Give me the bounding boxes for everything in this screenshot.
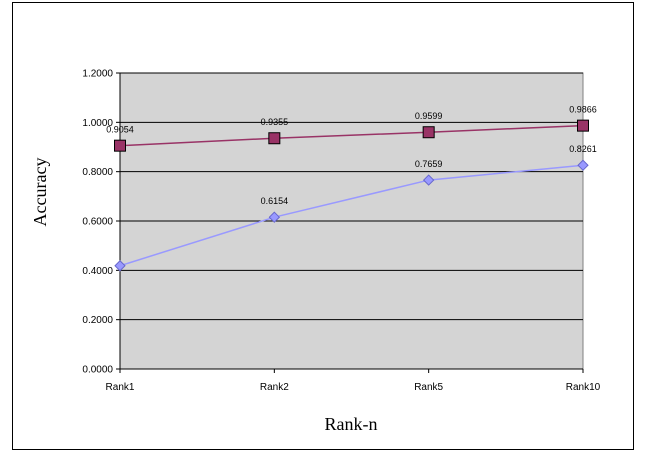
data-label: 0.9866 — [569, 105, 597, 115]
y-tick-label: 0.4000 — [82, 266, 113, 277]
x-tick-label: Rank1 — [106, 382, 135, 393]
series-line-0 — [119, 124, 584, 147]
y-tick-label: 0.0000 — [82, 365, 113, 376]
data-label: 0.9599 — [415, 111, 443, 121]
data-point-square — [114, 139, 126, 152]
data-point-square — [422, 126, 435, 139]
series-line-1 — [119, 164, 584, 267]
y-tick-label: 0.6000 — [82, 217, 113, 228]
y-tick-label: 1.0000 — [82, 118, 113, 129]
data-label: 0.7659 — [415, 159, 443, 169]
y-axis-title: Accuracy — [30, 158, 50, 227]
x-axis-title: Rank-n — [325, 414, 378, 434]
data-label: 0.6154 — [261, 196, 289, 206]
x-tick-label: Rank10 — [566, 382, 601, 393]
y-tick-label: 0.8000 — [82, 167, 113, 178]
data-point-diamond — [268, 211, 281, 223]
y-tick-label: 0.2000 — [82, 315, 113, 326]
data-point-square — [268, 132, 281, 145]
x-tick-label: Rank5 — [414, 382, 443, 393]
data-label: 0.8261 — [569, 144, 597, 154]
data-point-square — [577, 119, 589, 132]
data-point-diamond — [577, 159, 589, 171]
x-tick-label: Rank2 — [260, 382, 289, 393]
y-tick-label: 1.2000 — [82, 69, 113, 80]
data-point-diamond — [422, 174, 435, 186]
data-label: 0.9355 — [261, 117, 289, 127]
data-label: 0.9054 — [106, 125, 134, 135]
data-point-diamond — [114, 260, 126, 272]
